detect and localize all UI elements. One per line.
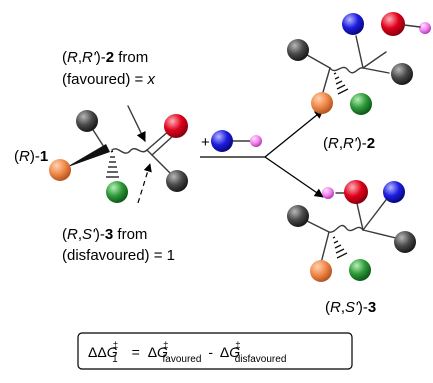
wedge-bond <box>65 144 110 168</box>
equation-box <box>77 332 353 370</box>
product-minor-molecule <box>287 180 416 282</box>
green-atom <box>349 259 371 281</box>
red-atom <box>344 180 368 204</box>
green-atom <box>106 181 128 203</box>
product-major-molecule <box>287 12 431 115</box>
favoured-note-line2: (favoured) = x <box>62 71 155 88</box>
grey-atom <box>287 39 309 61</box>
disfavoured-attack-arrow <box>137 163 152 204</box>
pink-atom <box>419 22 431 34</box>
orange-atom <box>310 260 332 282</box>
product-major-label: (R,R')-2 <box>323 135 375 152</box>
hashed-bond <box>106 150 119 178</box>
energy-equation: ΔΔG‡ 1 = ΔG‡ favoured - ΔG‡ disfavoured <box>77 332 353 370</box>
favoured-attack-arrow <box>127 105 146 142</box>
svg-text:ΔΔG‡1 = ΔG‡favoure: ΔΔG‡ 1 = ΔG‡ favoured - ΔG‡ disfavoured <box>88 341 286 365</box>
disfavoured-note: (R,S')-3 from <box>62 226 147 243</box>
blue-atom <box>342 13 364 35</box>
grey-atom <box>287 205 309 227</box>
reactant-label: (R)-1 <box>14 148 48 165</box>
reactant-molecule <box>49 110 188 203</box>
orange-atom <box>311 92 333 114</box>
pink-atom <box>250 135 262 147</box>
blue-atom <box>383 181 405 203</box>
plus-sign: + <box>201 134 210 151</box>
red-atom <box>381 12 405 36</box>
green-atom <box>350 93 372 115</box>
disfavoured-note-line2: (disfavoured) = 1 <box>62 247 175 264</box>
grey-atom <box>166 170 188 192</box>
favoured-note: (R,R')-2 from <box>62 49 148 66</box>
reagent-molecule <box>211 130 262 152</box>
product-minor-label: (R,S')-3 <box>325 299 376 316</box>
grey-atom <box>76 110 98 132</box>
pink-atom <box>322 187 334 199</box>
orange-atom <box>49 159 71 181</box>
grey-atom <box>394 231 416 253</box>
blue-atom <box>211 130 233 152</box>
reaction-arrows <box>200 109 324 198</box>
red-atom <box>164 114 188 138</box>
grey-atom <box>391 63 413 85</box>
